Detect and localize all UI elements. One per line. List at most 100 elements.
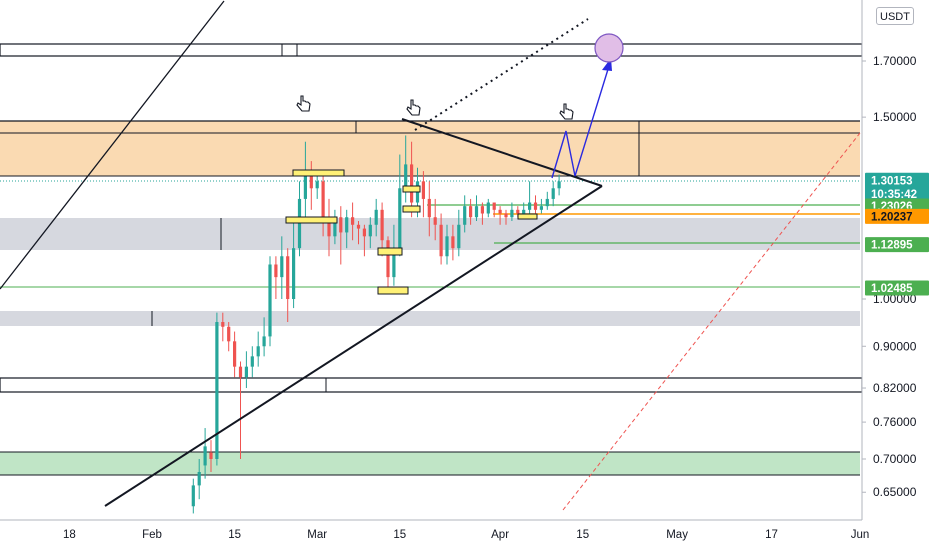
pointer-icon[interactable] <box>406 99 421 116</box>
svg-text:10:35:42: 10:35:42 <box>871 189 917 201</box>
candle[interactable] <box>557 174 561 196</box>
svg-text:1.02485: 1.02485 <box>871 283 913 295</box>
candle[interactable] <box>480 202 484 225</box>
highlight-box[interactable] <box>292 169 345 177</box>
candle[interactable] <box>362 224 366 257</box>
ascending-trendline[interactable] <box>104 185 603 507</box>
candle[interactable] <box>533 195 538 214</box>
price-axis[interactable]: 1.70000 1.50000 1.00000 0.90000 0.82000 0.760… <box>861 0 932 520</box>
candle[interactable] <box>333 209 337 245</box>
candle[interactable] <box>433 198 437 241</box>
candle[interactable] <box>203 428 207 479</box>
candle[interactable] <box>339 206 343 265</box>
price-tick-label: 1.00000 <box>873 292 917 306</box>
price-tag[interactable]: 1.30153 10:35:42 <box>865 172 929 203</box>
candle[interactable] <box>439 213 443 265</box>
candle[interactable] <box>238 361 243 459</box>
candle[interactable] <box>374 198 378 237</box>
candle[interactable] <box>510 202 514 221</box>
candle[interactable] <box>427 181 431 237</box>
price-tag[interactable]: 1.02485 <box>865 280 929 296</box>
candle[interactable] <box>398 154 402 257</box>
candle[interactable] <box>469 198 473 225</box>
time-axis[interactable]: 18 Feb 15 Mar 15 Apr 15 May 17 Jun <box>0 519 932 550</box>
candle[interactable] <box>315 174 319 199</box>
candle[interactable] <box>368 217 372 249</box>
candle[interactable] <box>492 202 496 218</box>
highlight-box[interactable] <box>285 216 338 224</box>
highlight-box[interactable] <box>377 247 403 256</box>
svg-text:1.30153: 1.30153 <box>871 175 913 187</box>
candle[interactable] <box>445 224 449 265</box>
candle[interactable] <box>292 217 296 309</box>
long-trendline[interactable] <box>0 0 225 290</box>
time-tick-label: Feb <box>142 529 162 541</box>
price-tag[interactable]: 1.12895 <box>865 237 929 253</box>
candle[interactable] <box>504 209 508 225</box>
candle[interactable] <box>221 312 225 342</box>
candle[interactable] <box>274 256 278 300</box>
candle[interactable] <box>457 209 461 257</box>
candle[interactable] <box>345 209 349 249</box>
candle[interactable] <box>545 191 549 210</box>
candle[interactable] <box>215 312 219 466</box>
candle[interactable] <box>528 181 532 214</box>
candle[interactable] <box>256 331 260 367</box>
candle[interactable] <box>227 322 231 352</box>
candle[interactable] <box>486 198 490 218</box>
candle[interactable] <box>197 459 201 500</box>
candle[interactable] <box>321 174 325 237</box>
currency-badge[interactable]: USDT <box>876 7 914 25</box>
candle[interactable] <box>286 248 290 323</box>
candle[interactable] <box>410 141 414 218</box>
candle[interactable] <box>280 236 284 300</box>
time-tick-label: Jun <box>851 529 870 541</box>
candle[interactable] <box>356 220 361 245</box>
grey-zone-1[interactable] <box>0 218 860 250</box>
candle[interactable] <box>463 195 467 233</box>
highlight-box[interactable] <box>402 205 421 213</box>
candle[interactable] <box>327 198 331 257</box>
pointer-icon[interactable] <box>296 95 311 112</box>
candle[interactable] <box>250 346 254 378</box>
candle[interactable] <box>303 141 307 218</box>
candle[interactable] <box>498 206 502 225</box>
resistance-zone[interactable] <box>0 121 860 176</box>
price-tag[interactable]: 1.20237 <box>865 208 929 224</box>
candle[interactable] <box>539 198 543 214</box>
upper-zone[interactable] <box>0 43 863 57</box>
highlight-box[interactable] <box>377 286 409 295</box>
candle[interactable] <box>244 351 248 389</box>
candle[interactable] <box>309 161 313 210</box>
red-dashed-trendline[interactable] <box>562 132 861 511</box>
support-zone[interactable] <box>0 452 860 475</box>
price-tick-label: 0.82000 <box>873 381 917 395</box>
highlight-box[interactable] <box>402 185 421 193</box>
dotted-projection[interactable] <box>414 18 589 131</box>
candle[interactable] <box>474 195 479 221</box>
candles-layer <box>191 135 561 514</box>
candle[interactable] <box>351 202 355 241</box>
pointer-icon[interactable] <box>559 103 574 120</box>
candle[interactable] <box>233 331 237 378</box>
descending-trendline[interactable] <box>401 118 603 187</box>
projection-path[interactable] <box>551 65 610 179</box>
candle[interactable] <box>551 181 555 207</box>
candle[interactable] <box>451 224 455 261</box>
grey-zone-3[interactable] <box>0 377 863 393</box>
price-tick-label: 0.76000 <box>873 415 917 429</box>
candle[interactable] <box>262 317 266 357</box>
candle[interactable] <box>268 256 272 347</box>
target-circle[interactable] <box>594 33 624 63</box>
candle[interactable] <box>421 171 425 218</box>
candle[interactable] <box>191 478 195 514</box>
candle[interactable] <box>209 440 213 473</box>
svg-text:1.12895: 1.12895 <box>871 240 913 252</box>
grey-zone-2[interactable] <box>0 311 860 326</box>
candle[interactable] <box>380 202 384 257</box>
candle[interactable] <box>386 236 390 291</box>
highlight-box[interactable] <box>517 213 538 220</box>
price-tick-label: 1.70000 <box>873 54 917 68</box>
price-tick-label: 1.50000 <box>873 110 917 124</box>
